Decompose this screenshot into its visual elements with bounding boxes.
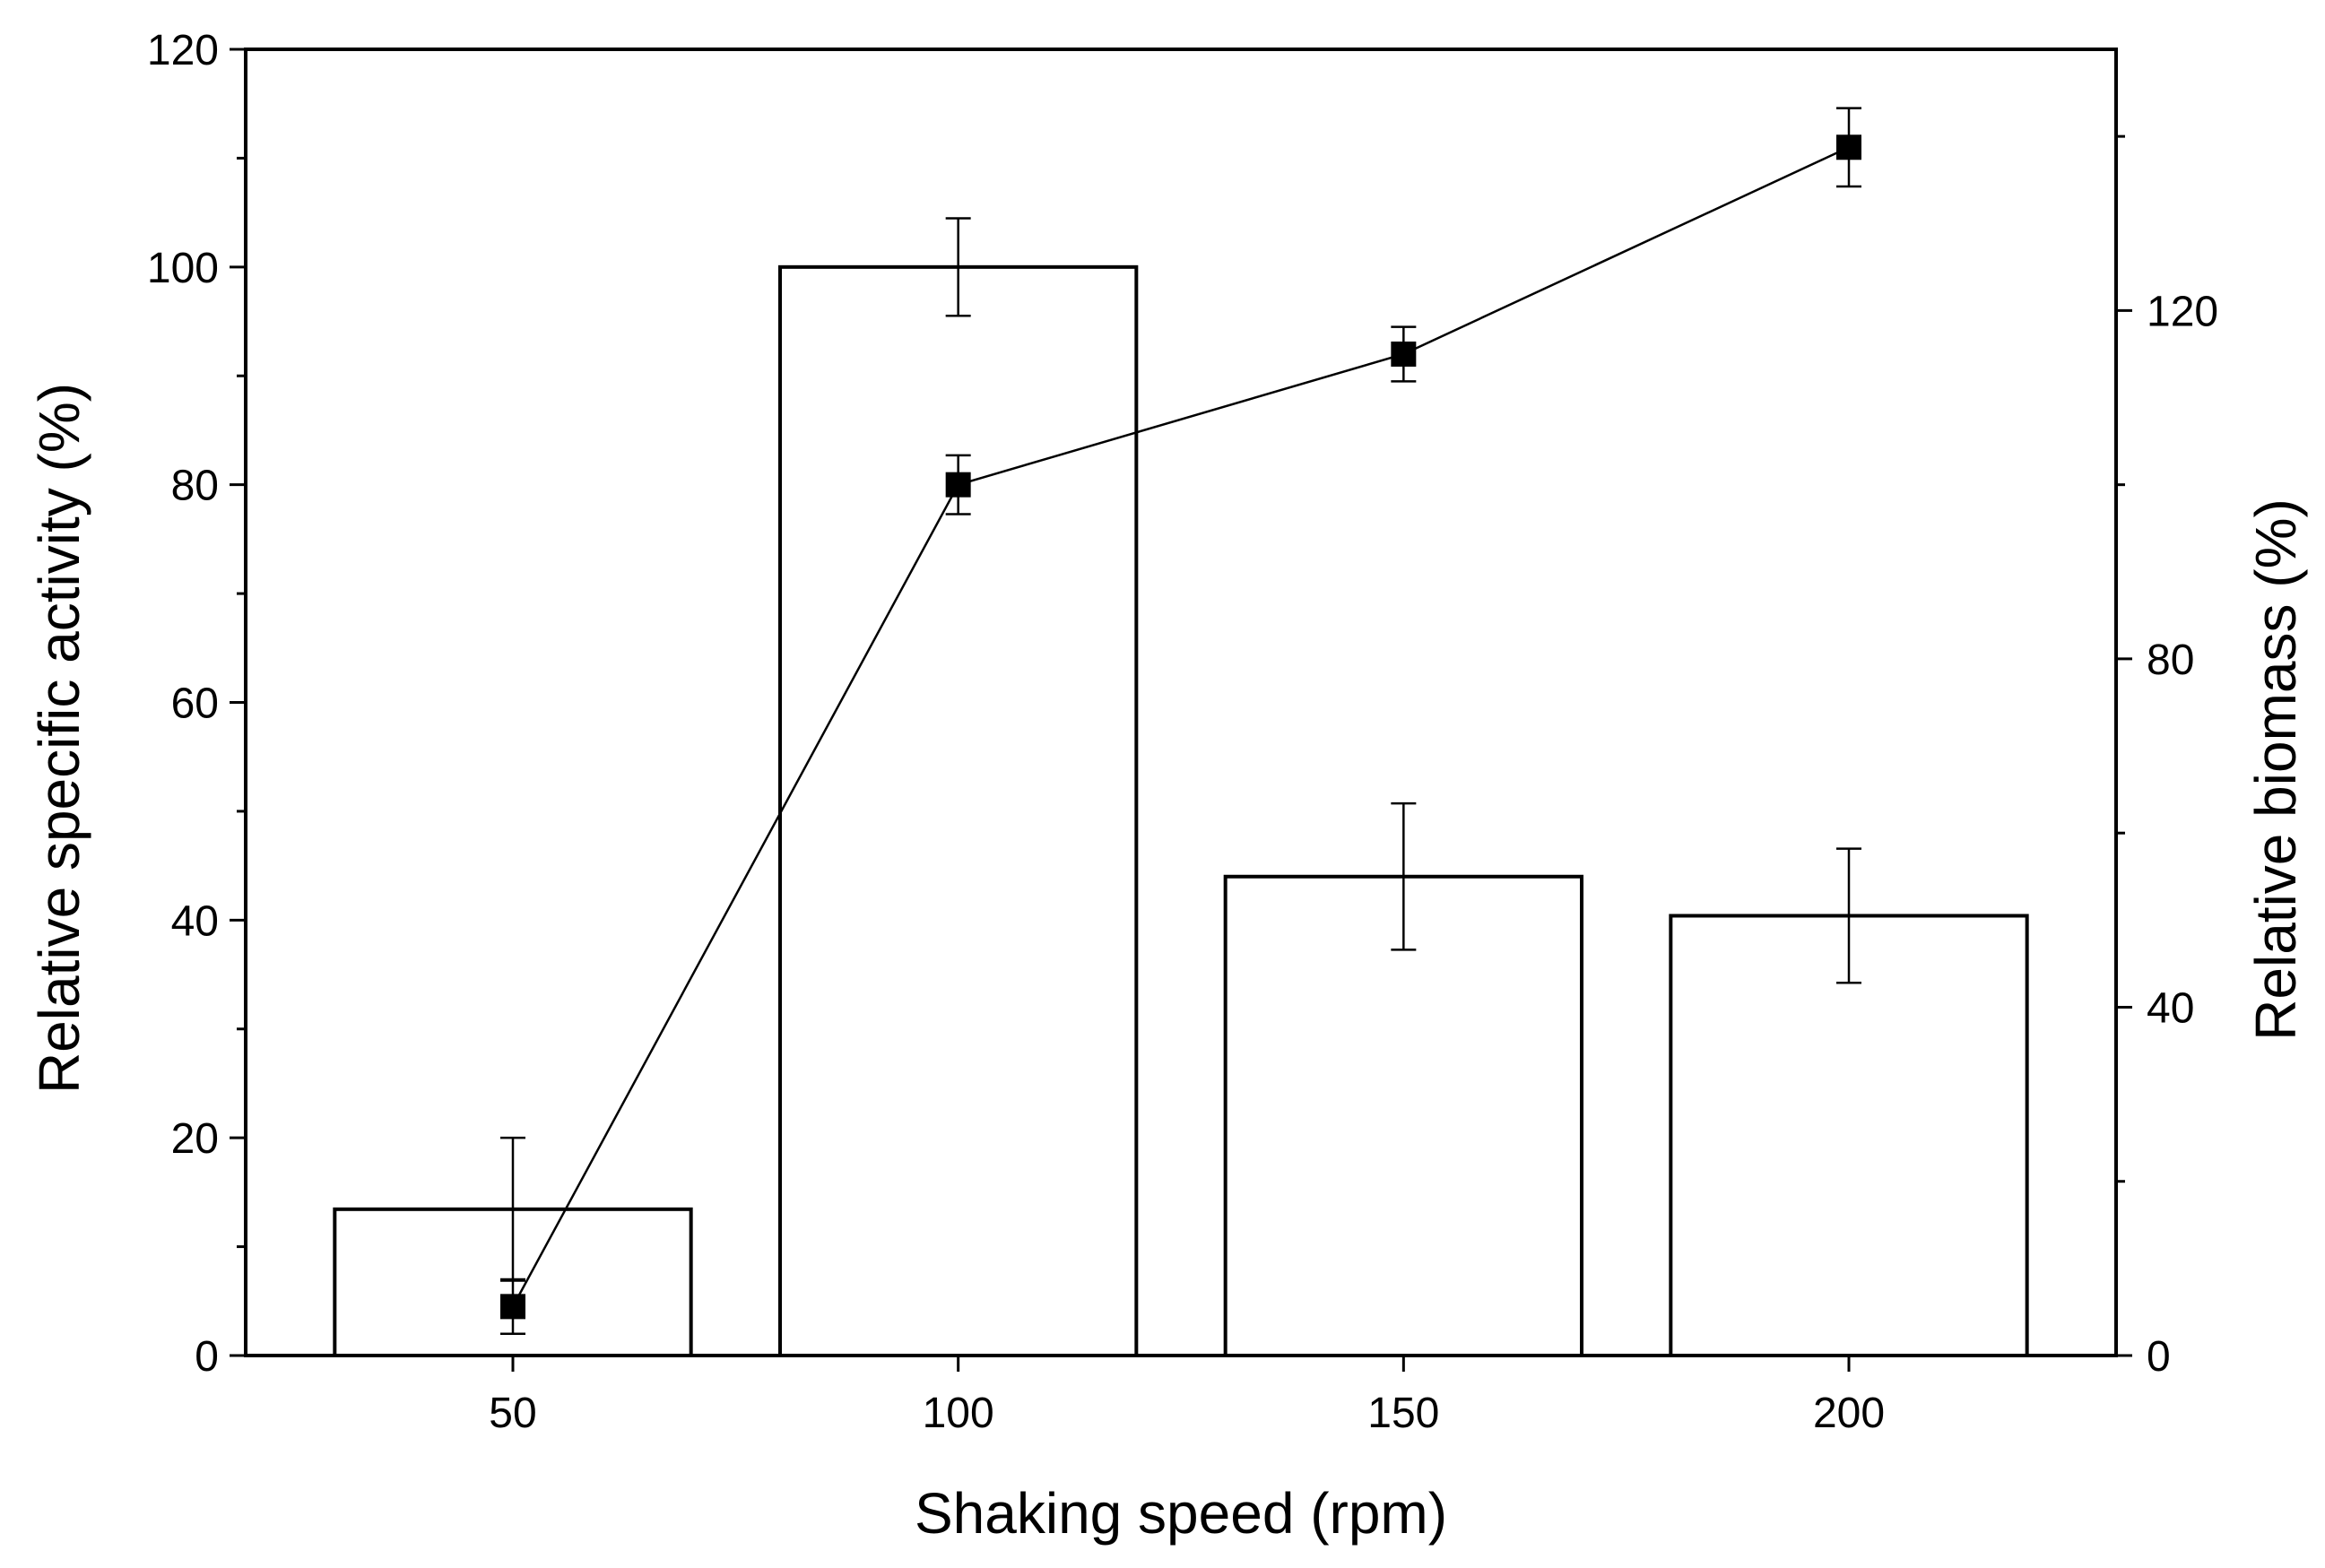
y-left-tick-label: 60 <box>171 680 219 728</box>
bars-layer <box>333 217 2029 1358</box>
y-left-tick-label: 100 <box>147 245 219 292</box>
y-left-tick-label: 40 <box>171 897 219 945</box>
y-right-tick-label: 80 <box>2147 637 2194 684</box>
x-tick-label: 150 <box>1367 1390 1439 1437</box>
x-tick-label: 50 <box>489 1390 536 1437</box>
y-left-tick-label: 0 <box>195 1333 219 1381</box>
ticks-layer <box>230 48 2132 1372</box>
y-left-tick-label: 20 <box>171 1115 219 1163</box>
data-point-marker <box>1836 134 1861 160</box>
bar <box>778 264 1139 1357</box>
data-point-marker <box>945 472 971 498</box>
data-point-marker <box>1391 341 1417 367</box>
activity-line <box>511 146 1850 1307</box>
y-right-tick-label: 120 <box>2147 288 2218 335</box>
y-left-tick-label: 120 <box>147 27 219 74</box>
y-left-tick-label: 80 <box>171 463 219 510</box>
y-axis-left-title: Relative specific activity (%) <box>27 383 91 1094</box>
x-tick-label: 200 <box>1813 1390 1885 1437</box>
bar <box>1223 874 1583 1357</box>
y-right-tick-label: 0 <box>2147 1333 2171 1381</box>
y-axis-right-title: Relative biomass (%) <box>2243 498 2308 1041</box>
data-point-marker <box>500 1294 525 1320</box>
y-right-tick-label: 40 <box>2147 984 2194 1032</box>
x-tick-label: 100 <box>923 1390 994 1437</box>
x-axis-title: Shaking speed (rpm) <box>915 1481 1447 1546</box>
labels-layer: 50 100 150 200 0 20 40 60 80 100 120 0 40 80 120 <box>147 27 2218 1437</box>
line-layer <box>500 107 1861 1335</box>
